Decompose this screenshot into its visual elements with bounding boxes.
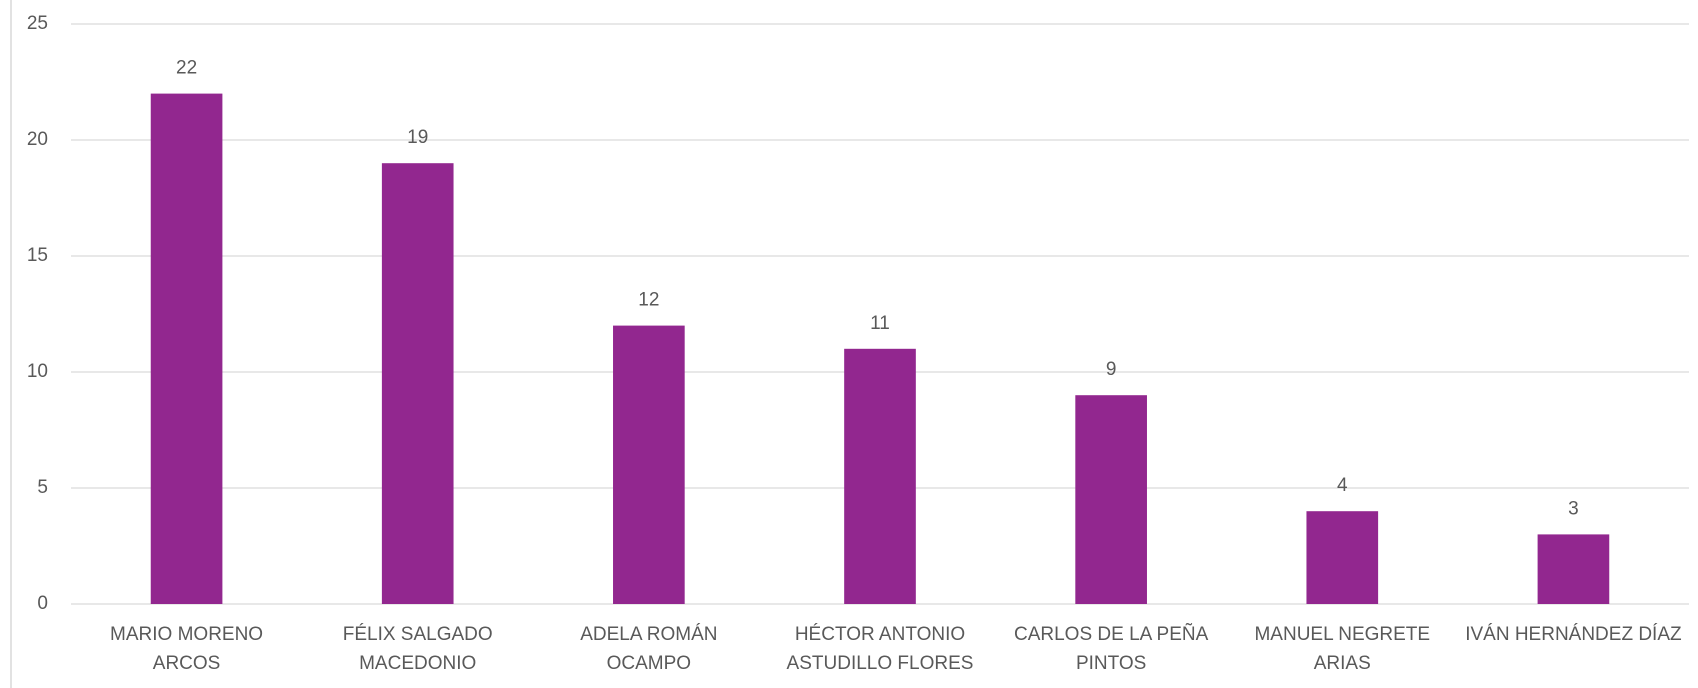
y-tick-label: 20 (27, 129, 48, 150)
data-label: 9 (1106, 359, 1117, 380)
data-label: 22 (176, 58, 197, 79)
x-tick-label: IVÁN HERNÁNDEZ DÍAZ (1465, 624, 1682, 645)
data-label: 11 (870, 313, 890, 334)
x-tick-label: MARIO MORENO ARCOS (110, 624, 264, 674)
bar (844, 348, 916, 604)
y-tick-label: 5 (37, 477, 48, 498)
x-tick-label: ADELA ROMÁN OCAMPO (580, 624, 718, 674)
data-label: 19 (407, 127, 428, 148)
data-label: 12 (638, 290, 659, 311)
x-tick-label: MANUEL NEGRETE ARIAS (1254, 624, 1431, 674)
bar (613, 325, 685, 604)
bar (381, 163, 454, 604)
y-tick-label: 0 (37, 593, 48, 614)
y-tick-label: 15 (27, 245, 48, 266)
x-tick-label: CARLOS DE LA PEÑA PINTOS (1013, 624, 1209, 674)
y-tick-label: 10 (27, 361, 48, 382)
bar (1537, 534, 1610, 604)
bar (1075, 395, 1147, 604)
bar (1306, 511, 1379, 604)
data-label: 3 (1568, 498, 1579, 519)
x-tick-label: HÉCTOR ANTONIO ASTUDILLO FLORES (786, 624, 974, 674)
data-label: 4 (1337, 475, 1348, 496)
y-tick-label: 25 (27, 13, 48, 34)
bar (150, 93, 223, 604)
x-tick-label: FÉLIX SALGADO MACEDONIO (342, 624, 493, 674)
